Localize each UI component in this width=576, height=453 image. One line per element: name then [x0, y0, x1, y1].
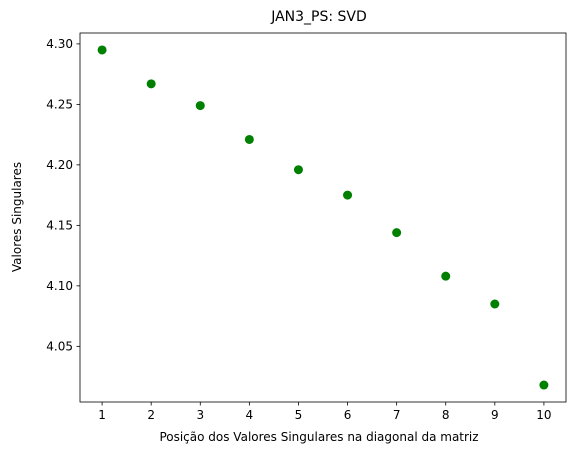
- data-point: [146, 79, 156, 89]
- x-tick-label: 2: [147, 408, 155, 422]
- y-axis-label: Valores Singulares: [10, 162, 24, 272]
- data-point: [539, 380, 549, 390]
- y-tick-label: 4.10: [46, 279, 73, 293]
- x-tick-label: 8: [442, 408, 450, 422]
- x-axis-label: Posição dos Valores Singulares na diagon…: [159, 430, 478, 444]
- y-tick-label: 4.15: [46, 218, 73, 232]
- x-tick-label: 4: [246, 408, 254, 422]
- y-tick-label: 4.05: [46, 339, 73, 353]
- axes-frame: [79, 32, 567, 403]
- x-tick-label: 7: [393, 408, 401, 422]
- y-tick-label: 4.20: [46, 158, 73, 172]
- data-point: [490, 299, 500, 309]
- y-tick-label: 4.30: [46, 37, 73, 51]
- x-tick-label: 1: [98, 408, 106, 422]
- data-point: [343, 190, 353, 200]
- data-point: [392, 228, 402, 238]
- data-point: [195, 101, 205, 111]
- chart-title: JAN3_PS: SVD: [270, 9, 367, 25]
- x-tick-label: 5: [295, 408, 303, 422]
- y-tick-label: 4.25: [46, 97, 73, 111]
- x-tick-label: 9: [491, 408, 499, 422]
- x-tick-label: 6: [344, 408, 352, 422]
- x-tick-label: 10: [536, 408, 551, 422]
- data-point: [97, 45, 107, 55]
- data-point: [293, 165, 303, 175]
- data-point: [244, 134, 254, 144]
- x-tick-label: 3: [196, 408, 204, 422]
- data-point: [441, 271, 451, 281]
- plot-area: 1 2 3 4 5 6 7 8 9 10 4.05 4.10 4.15 4.20 4.25 4.30: [46, 32, 567, 422]
